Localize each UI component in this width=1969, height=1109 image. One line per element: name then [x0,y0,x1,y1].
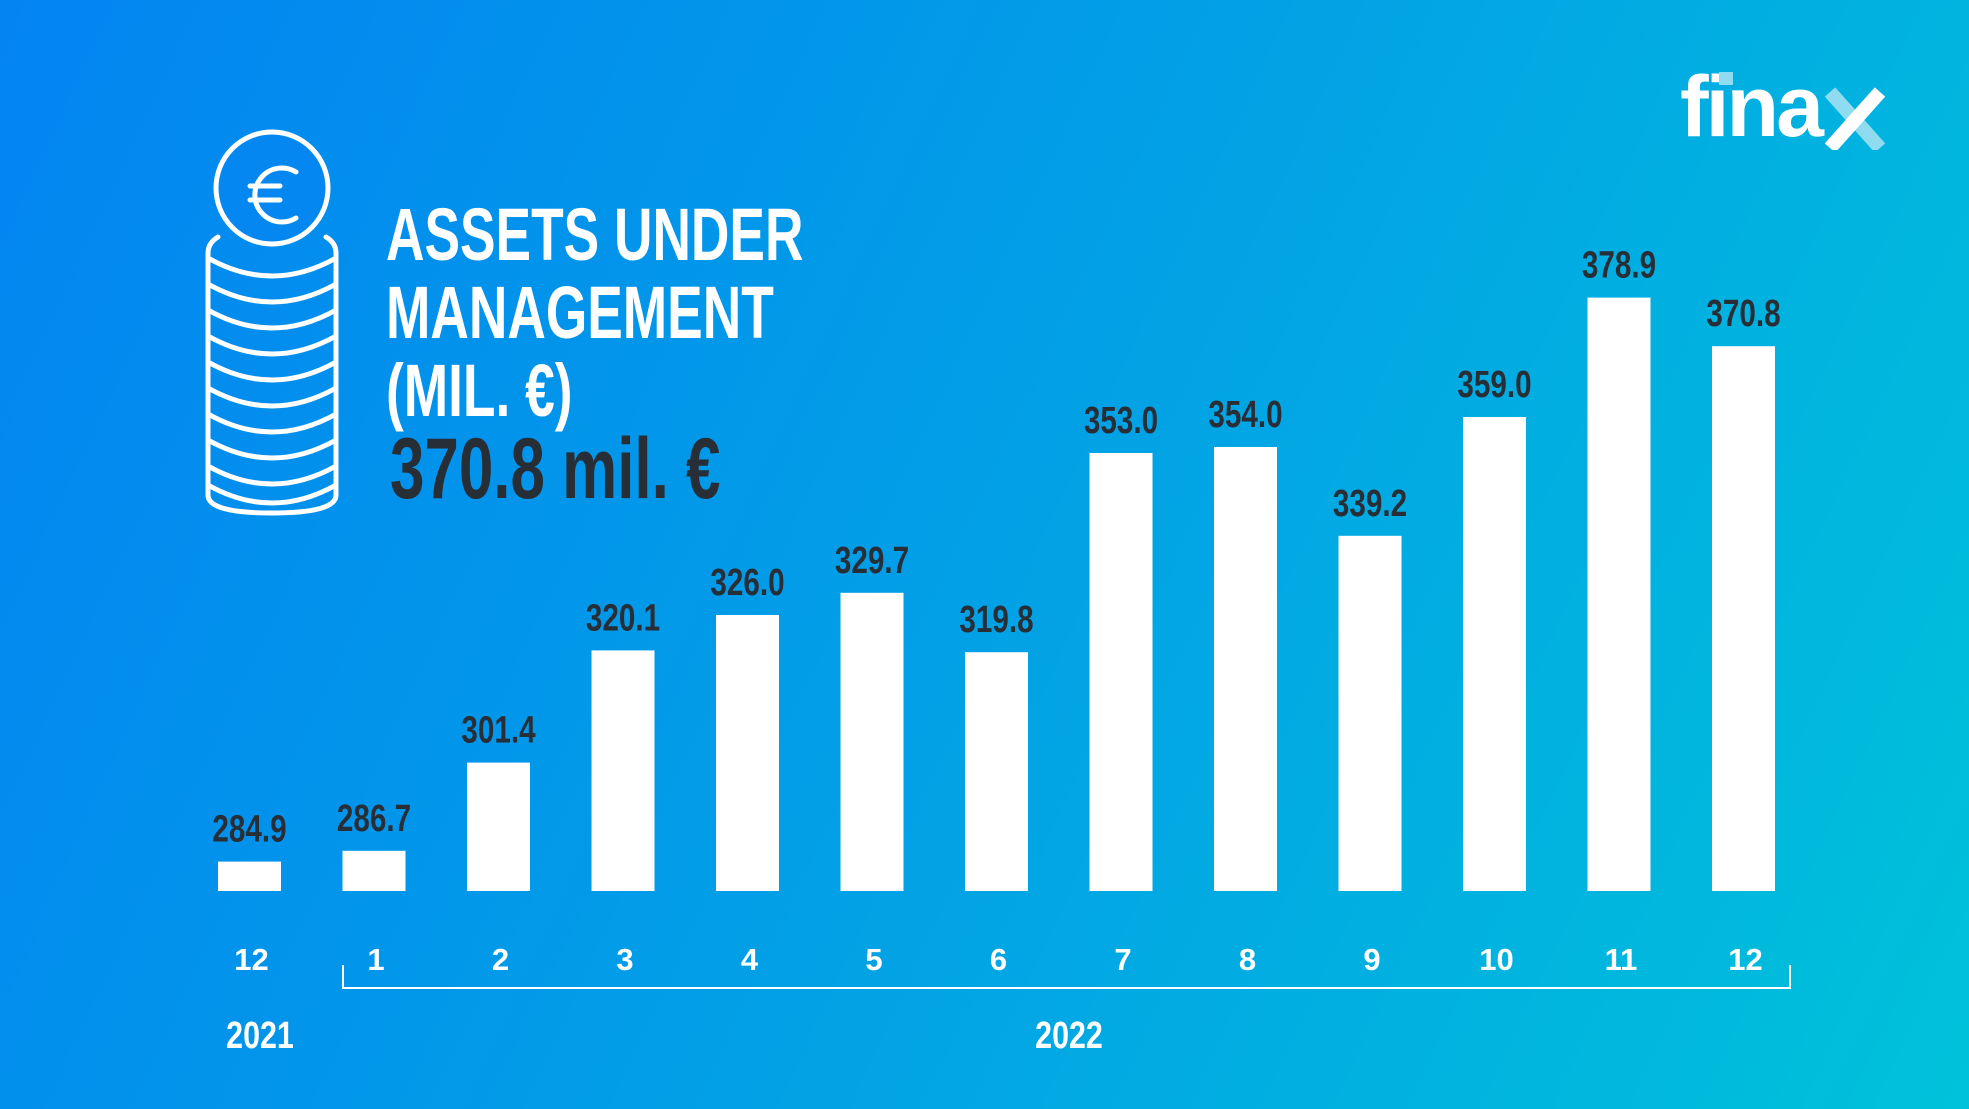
bar [716,615,779,891]
euro-coin-stack-icon [205,129,339,516]
bar [342,850,406,891]
month-label: 3 [616,942,633,977]
logo-text: fina [1680,70,1825,150]
month-label: 12 [1728,942,1762,977]
bar [1214,447,1277,891]
finax-logo: fina [1680,70,1886,150]
month-label: 8 [1239,942,1256,977]
bar [1587,297,1651,892]
bar [591,650,655,891]
chart-title: ASSETS UNDER MANAGEMENT (MIL. €) [386,196,966,430]
bar [1089,453,1153,891]
month-label: 4 [741,942,759,977]
title-line-2: MANAGEMENT [386,271,774,354]
bar-value-label: 339.2 [1333,482,1407,524]
bar [218,861,281,891]
month-label: 1 [367,942,384,977]
bar [1712,346,1775,891]
month-label: 6 [990,942,1007,977]
bar [1338,535,1402,891]
year-label-2021: 2021 [226,1015,294,1057]
month-label: 12 [234,942,268,977]
bar-value-label: 286.7 [337,797,411,839]
bar-value-label: 353.0 [1084,400,1158,442]
month-label: 5 [865,942,882,977]
bar-value-label: 354.0 [1208,394,1282,436]
year-label-2022: 2022 [1035,1015,1103,1057]
month-label: 7 [1114,942,1131,977]
logo-dot [1719,72,1733,85]
bar [840,592,904,891]
bar-value-label: 329.7 [835,539,909,581]
month-label: 11 [1605,942,1638,977]
bar-value-label: 284.9 [212,808,286,850]
title-line-3: (MIL. €) [386,349,573,432]
title-line-1: ASSETS UNDER [386,193,804,276]
month-label: 10 [1479,942,1513,977]
bar-value-label: 378.9 [1582,244,1656,286]
bar-value-label: 359.0 [1457,364,1531,406]
bar-value-label: 370.8 [1706,293,1780,335]
bar-value-label: 320.1 [586,597,660,639]
bar-value-label: 319.8 [959,599,1033,641]
bar [965,652,1028,891]
month-label: 2 [492,942,509,977]
current-aum-value: 370.8 mil. € [390,421,721,517]
bar [1463,417,1526,891]
bar-value-label: 301.4 [461,709,535,751]
bar [467,762,530,891]
bar-value-label: 326.0 [710,562,784,604]
year-bracket-2022 [342,965,1791,989]
month-label: 9 [1363,942,1380,977]
